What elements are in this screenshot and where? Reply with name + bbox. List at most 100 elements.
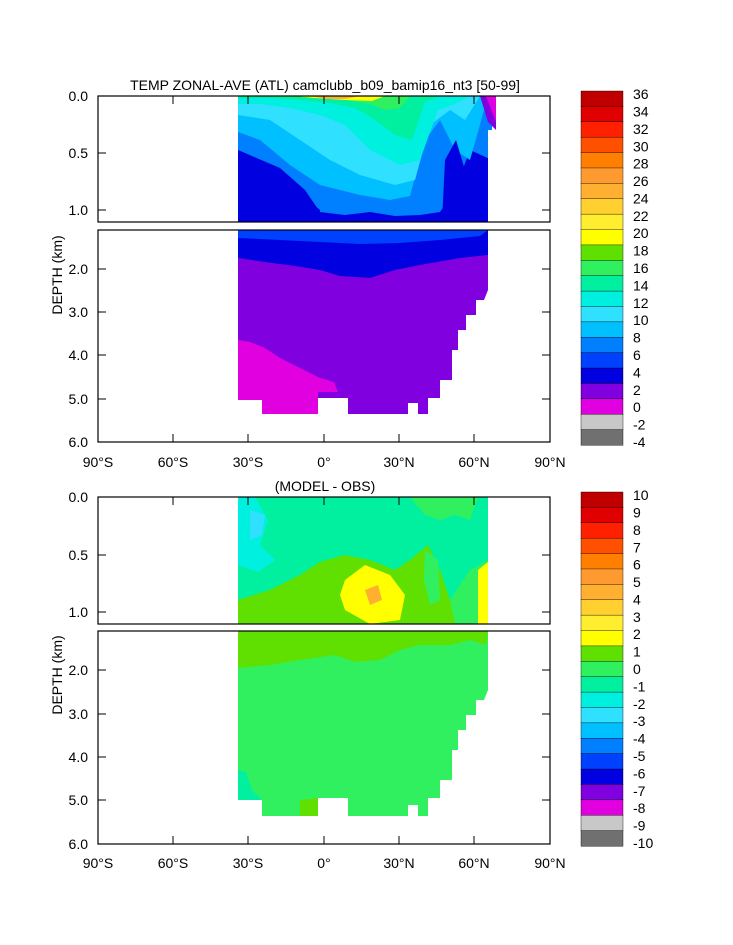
colorbar-swatch: [580, 645, 624, 662]
colorbar-label: 36: [633, 86, 649, 102]
field-region: [410, 497, 478, 520]
x-tick-label: 90°S: [83, 454, 114, 470]
field-region: [238, 631, 488, 816]
colorbar-swatch: [580, 367, 624, 384]
field-region: [478, 562, 488, 624]
colorbar-swatch: [580, 198, 624, 215]
colorbar-swatch: [580, 707, 624, 724]
x-tick-label: 0°: [317, 454, 330, 470]
colorbar-swatch: [580, 768, 624, 785]
colorbar-label: 22: [633, 208, 649, 224]
y-tick-label: 5.0: [69, 792, 89, 808]
land-mask: [488, 130, 550, 222]
colorbar-swatch: [580, 584, 624, 601]
colorbar-swatch: [580, 352, 624, 369]
field-region: [365, 585, 382, 605]
x-tick-label: 90°N: [534, 855, 565, 871]
colorbar-swatch: [580, 306, 624, 323]
colorbar-swatch: [580, 553, 624, 570]
field-region: [238, 230, 488, 414]
difference-lower-field: [238, 631, 488, 844]
colorbar-label: 7: [633, 539, 641, 555]
x-tick-label: 60°S: [158, 855, 189, 871]
colorbar-label: -7: [633, 783, 646, 799]
x-tick-label: 90°S: [83, 855, 114, 871]
y-tick-label: 6.0: [69, 434, 89, 450]
colorbar-label: 2: [633, 626, 641, 642]
x-tick-label: 30°S: [233, 454, 264, 470]
colorbar-label: -1: [633, 678, 646, 694]
x-tick-label: 30°N: [383, 855, 414, 871]
colorbar-label: -6: [633, 765, 646, 781]
x-tick-label: 30°S: [233, 855, 264, 871]
colorbar-label: 32: [633, 121, 649, 137]
colorbar-swatch: [580, 491, 624, 508]
y-tick-label: 1.0: [69, 604, 89, 620]
y-tick-label: 2.0: [69, 261, 89, 277]
y-tick-label: 0.0: [69, 489, 89, 505]
colorbar-label: 28: [633, 156, 649, 172]
y-tick-label: 2.0: [69, 662, 89, 678]
colorbar-label: 30: [633, 138, 649, 154]
field-region: [238, 631, 488, 668]
field-region: [238, 340, 338, 414]
colorbar-swatch: [580, 568, 624, 585]
colorbar-swatch: [580, 614, 624, 632]
y-tick-label: 6.0: [69, 836, 89, 852]
field-region: [486, 96, 496, 122]
colorbar-swatch: [580, 722, 624, 739]
temperature-lower-field: [238, 230, 488, 442]
x-tick-label: 90°N: [534, 454, 565, 470]
land-mask: [238, 400, 262, 442]
colorbar-label: -2: [633, 696, 646, 712]
x-tick-label: 30°N: [383, 454, 414, 470]
y-tick-label: 0.5: [69, 145, 89, 161]
y-tick-label: 5.0: [69, 391, 89, 407]
colorbar-label: 2: [633, 382, 641, 398]
colorbar-swatch: [580, 398, 624, 415]
temperature-x-ticklabels: 90°S 60°S 30°S 0° 30°N 60°N 90°N: [83, 454, 566, 470]
x-tick-label: 60°N: [458, 855, 489, 871]
colorbar-swatch: [580, 429, 624, 446]
land-mask: [238, 800, 262, 844]
colorbar-label: 4: [633, 364, 641, 380]
colorbar-label: 0: [633, 661, 641, 677]
difference-x-axis: [172, 497, 475, 844]
colorbar-swatch: [580, 229, 624, 246]
colorbar-label: 4: [633, 591, 641, 607]
colorbar-label: -4: [633, 731, 646, 747]
colorbar-swatch: [580, 414, 624, 431]
colorbar-swatch: [580, 106, 624, 123]
temperature-upper-field: [238, 96, 550, 222]
colorbar-swatch: [580, 661, 624, 678]
colorbar-label: -4: [633, 434, 646, 450]
colorbar-label: 3: [633, 609, 641, 625]
field-region: [238, 230, 488, 244]
colorbar-swatch: [580, 507, 624, 524]
colorbar-label: -10: [633, 835, 653, 851]
colorbar-swatch: [580, 830, 624, 847]
colorbar-label: 16: [633, 260, 649, 276]
temperature-y-axis: [98, 95, 550, 443]
colorbar-label: 10: [633, 312, 649, 328]
field-region: [300, 798, 318, 816]
colorbar-label: 18: [633, 243, 649, 259]
colorbar-swatch: [580, 599, 624, 616]
colorbar-swatch: [580, 136, 624, 154]
colorbar-swatch: [580, 213, 624, 231]
colorbar-swatch: [580, 753, 624, 770]
colorbar-swatch: [580, 167, 624, 184]
colorbar-label: 24: [633, 190, 649, 206]
colorbar-swatch: [580, 244, 624, 261]
colorbar-label: 8: [633, 522, 641, 538]
difference-x-ticklabels: 90°S 60°S 30°S 0° 30°N 60°N 90°N: [83, 855, 566, 871]
field-region: [310, 96, 360, 99]
difference-y-label: DEPTH (km): [49, 635, 65, 714]
temperature-y-ticklabels: 0.0 0.5 1.0 2.0 3.0 4.0 5.0 6.0: [69, 88, 89, 450]
colorbar-label: 12: [633, 295, 649, 311]
colorbar-swatch: [580, 630, 624, 647]
y-tick-label: 4.0: [69, 749, 89, 765]
temperature-chart-title: TEMP ZONAL-AVE (ATL) camclubb_b09_bamip1…: [130, 77, 520, 93]
